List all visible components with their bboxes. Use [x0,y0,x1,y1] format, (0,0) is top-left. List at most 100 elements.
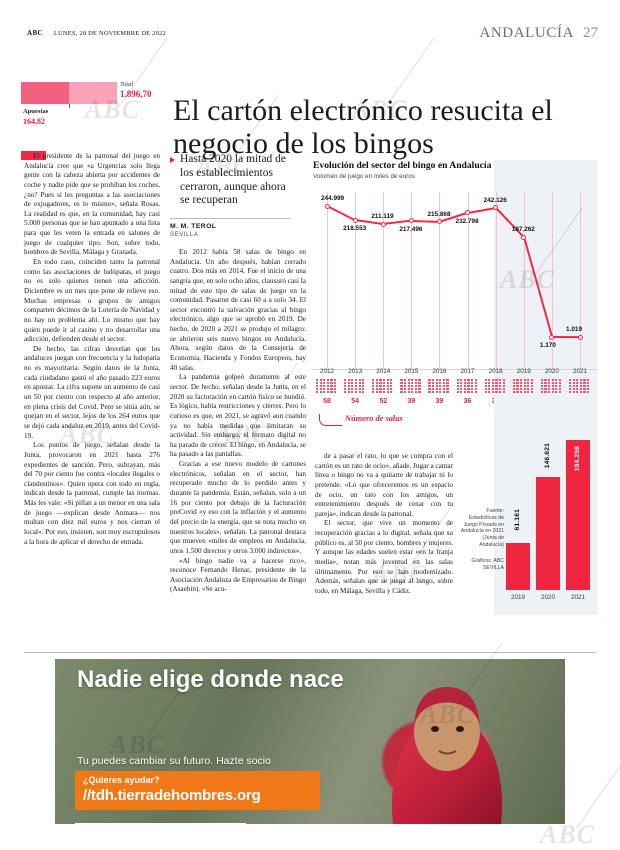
data-label: 1.170 [539,342,556,350]
axis-tick [495,365,497,370]
paragraph: En 2012 había 58 salas de bingo en Andal… [170,248,306,372]
rooms-grid-icon [540,379,563,396]
line-segment [467,206,496,214]
masthead-date: LUNES, 28 DE NOVIEMBRE DE 2022 [53,30,166,37]
ad-title: Nadie elige donde nace [77,666,344,693]
data-point [436,219,442,225]
gridline [495,192,497,369]
year-tick-label: 2015 [404,368,419,375]
year-tick-label: 2020 [544,368,559,375]
data-point [408,218,414,224]
masthead-brand: ABC [27,29,43,37]
fragment-bets-value: 164,82 [23,117,45,126]
axis-tick [355,365,357,370]
previous-page-chart-fragment: Total 1.896,70 Apuestas 164,82 [21,78,166,160]
masthead: ABC LUNES, 28 DE NOVIEMBRE DE 2022 [27,29,166,37]
axis-tick [580,365,581,370]
rooms-grid-icon [484,379,507,396]
line-chart-year-axis: 2012 2013 2014 2015 2016 2017 2018 2019 2020 2021 [313,368,598,378]
data-point [577,334,583,340]
data-label: 232.798 [455,217,479,225]
fragment-bets-label: Apuestas [23,108,49,115]
data-label: 215.868 [427,210,451,218]
rooms-grid-icon [344,379,366,396]
rooms-count-value: 54 [351,398,359,405]
year-tick-label: 2017 [460,368,475,375]
rooms-count-value: 52 [379,398,388,405]
rooms-grid-icon [428,379,450,396]
paragraph: Los puntos de juego, señalan desde la Ju… [24,441,160,546]
subhead: Hasta 2020 la mitad de los establecimien… [170,153,288,208]
body-column-3: de a pasar el rato, lo que se compra con… [315,452,453,597]
axis-tick [551,365,553,370]
infographic-title: Evolución del sector del bingo en Andalu… [313,160,492,171]
fragment-red-rule [21,151,46,160]
data-point [493,205,499,211]
fragment-tick [69,104,70,108]
bar [536,476,560,590]
page-title: El cartón electrónico resucita el negoci… [173,94,553,161]
axis-tick [467,365,469,370]
rooms-grid-icon [316,379,338,396]
subhead-text: Hasta 2020 la mitad de los establecimien… [180,153,287,207]
ad-question: ¿Quieres ayudar? [83,775,160,785]
ad-divider [24,652,596,653]
ad-subtitle: Tu puedes cambiar su futuro. Hazte socio [77,755,271,767]
bar [566,440,590,590]
line-segment [411,219,440,223]
infographic: Evolución del sector del bingo en Andalu… [313,160,598,615]
fragment-total-value: 1.896,70 [120,89,152,99]
gridline [551,192,553,369]
ad-child-photo [391,687,503,824]
fragment-bar-dark [21,82,69,104]
rooms-count-value: 36 [463,398,472,405]
x-axis [313,369,598,370]
byline-city: SEVILLA [170,231,199,238]
year-tick-label: 2013 [348,368,363,375]
rooms-grid-icon [512,379,535,396]
data-label: 187.262 [511,226,535,234]
data-label: 211.119 [371,213,394,221]
page-number: 27 [583,25,598,41]
data-label: 244.999 [321,195,345,203]
data-point [465,210,471,216]
body-column-2: En 2012 había 58 salas de bingo en Andal… [170,248,306,595]
ad-phone[interactable]: LLAMA AHORA: 91 309 04 10 [75,823,247,824]
paragraph: El presidente de la patronal del juego e… [24,152,160,257]
axis-tick [411,365,413,370]
rooms-grid-icon [456,379,479,396]
data-label: 217.496 [399,225,423,233]
ad-cta-box[interactable]: ¿Quieres ayudar? //tdh.tierradehombres.o… [75,771,320,810]
body-column-1: El presidente de la patronal del juego e… [24,152,160,547]
year-tick-label: 2014 [376,368,391,375]
byline-author: M. M. TEROL [170,223,217,230]
axis-tick [523,365,525,370]
paragraph: «Al bingo nadie va a hacerse rico», reco… [170,556,306,594]
data-point [380,221,386,227]
ad-url[interactable]: //tdh.tierradehombres.org [83,787,261,804]
rooms-count-value: 39 [435,398,444,405]
fragment-total-label: Total [120,81,134,88]
paragraph: En todo caso, coinciden tanto la patrona… [24,258,160,344]
bar-value-label: 194.258 [574,446,581,472]
year-tick-label: 2012 [319,368,334,375]
axis-tick [327,365,328,370]
paragraph: El sector, que vive un momento de recupe… [315,519,453,595]
data-point [549,334,555,340]
data-label: 242.126 [483,196,507,204]
gridline [523,192,525,369]
rooms-brace [319,414,342,426]
section-header: ANDALUCÍA 27 [479,24,598,42]
gridline [327,192,328,369]
bar-year-label: 2019 [510,594,525,601]
arrow-right-icon [170,157,175,163]
gridline [411,192,413,369]
rooms-grid-icon [400,379,422,396]
paragraph: La pandemia golpeó duramente al este sec… [170,373,306,459]
advertisement[interactable]: Nadie elige donde nace Tu puedes cambiar… [55,659,565,824]
infographic-credit: Gráficos: ABC SEVILLA [471,558,504,571]
bar-value-label: 61.161 [514,508,521,531]
year-tick-label: 2019 [516,368,531,375]
rooms-count-value: 39 [407,398,416,405]
paragraph: De hecho, las cifras desvelan que los an… [24,344,160,440]
